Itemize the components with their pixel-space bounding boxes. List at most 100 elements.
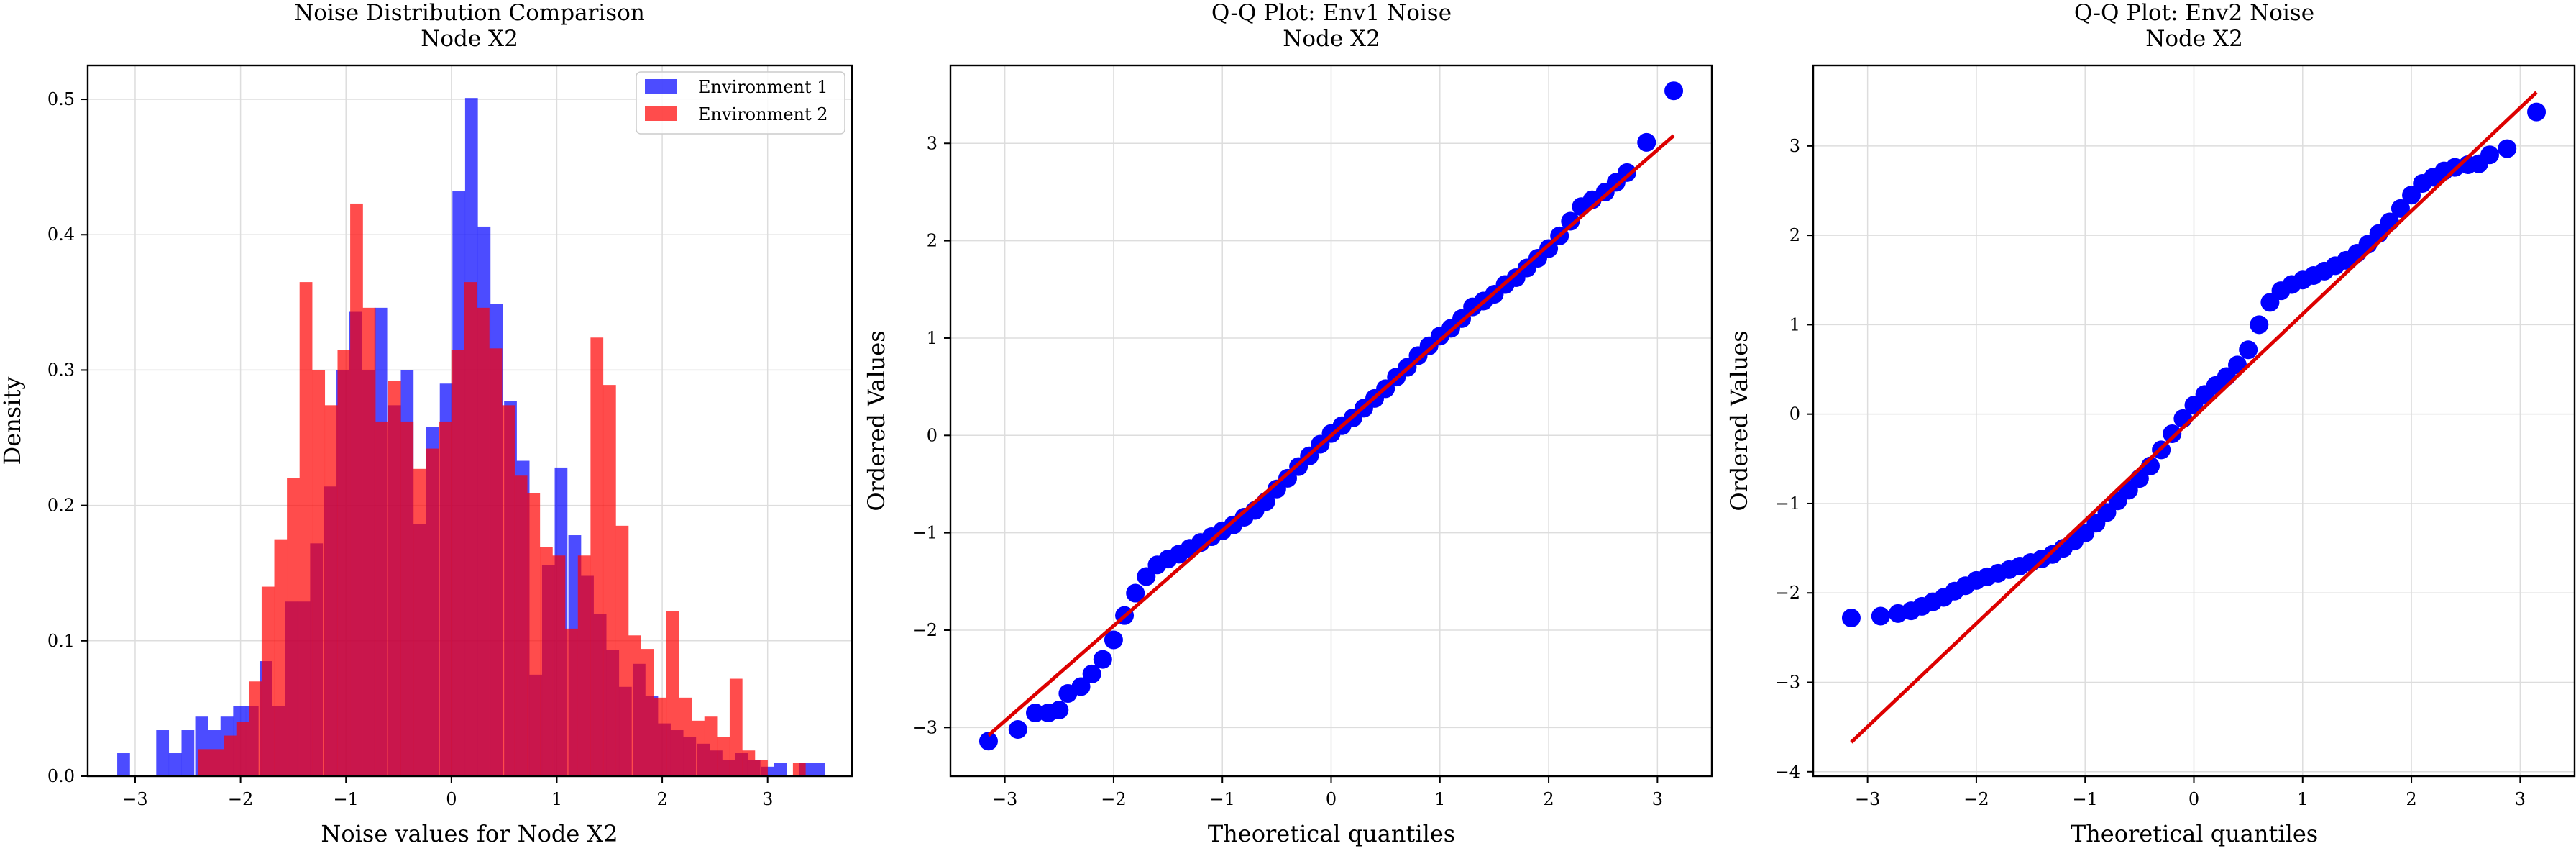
histogram-ticks: −3 −2 −1 0 1 2 3 0.0 0.1 0.2 0.3 0.4 0.5 [47, 89, 774, 809]
qq-point [2498, 139, 2517, 158]
histogram-bar-env2 [464, 282, 477, 777]
qq-env1-ticks: −3 −2 −1 0 1 2 3 −3 −2 −1 0 1 2 3 [912, 133, 1663, 809]
legend-label-env1: Environment 1 [698, 77, 828, 97]
y-tick-label: 2 [927, 231, 938, 251]
histogram-bar-env2 [565, 628, 578, 776]
histogram-bar-env2 [654, 697, 667, 776]
histogram-xlabel: Noise values for Node X2 [321, 820, 618, 847]
histogram-bar-env2 [514, 475, 528, 776]
histogram-bar-env2 [312, 370, 326, 776]
x-tick-label: −1 [334, 789, 359, 809]
qq-point [2527, 102, 2547, 122]
histogram-bar-env2 [679, 697, 692, 776]
x-tick-label: 2 [2406, 789, 2416, 809]
x-tick-label: −3 [122, 789, 147, 809]
histogram-bar-env2 [362, 307, 376, 776]
qq-point [1841, 609, 1861, 628]
histogram-bar-env2 [692, 720, 705, 776]
qq-point [1561, 211, 1580, 231]
histogram-bar-env1 [181, 730, 195, 776]
histogram-bar-env2 [287, 478, 300, 776]
histogram-bar-env2 [792, 763, 806, 776]
legend-swatch-env1 [645, 79, 677, 94]
histogram-bar-env2 [540, 547, 553, 776]
qq-point [1093, 650, 1112, 669]
qq-point [2391, 199, 2410, 218]
x-tick-label: 3 [1652, 789, 1663, 809]
histogram-bar-env2 [274, 539, 288, 776]
histogram-legend: Environment 1 Environment 2 [636, 71, 845, 135]
x-tick-label: 1 [2297, 789, 2308, 809]
histogram-bar-env2 [577, 555, 591, 776]
histogram-title: Noise Distribution Comparison [294, 0, 645, 26]
histogram-bar-env2 [388, 381, 401, 776]
histogram-bar-env2 [477, 307, 490, 776]
qq-env2-marks [1841, 91, 2547, 744]
histogram-bar-env2 [704, 716, 718, 776]
qq-point [2163, 424, 2182, 444]
qq-env2-subtitle: Node X2 [2145, 26, 2243, 52]
histogram-bar-env2 [350, 203, 363, 776]
histogram-bar-env2 [324, 405, 338, 776]
x-tick-label: −1 [1210, 789, 1235, 809]
y-tick-label: 3 [927, 133, 938, 153]
histogram-ylabel: Density [0, 377, 26, 465]
qq-point [1871, 606, 1890, 626]
qq-env2-ylabel: Ordered Values [1725, 330, 1753, 511]
x-tick-label: 1 [1434, 789, 1445, 809]
legend-box [636, 71, 845, 135]
y-tick-label: 0 [927, 425, 938, 445]
qq-point [1539, 239, 1559, 258]
histogram-bar-env1 [812, 763, 825, 776]
histogram-bar-env2 [729, 678, 743, 776]
histogram-bar-env2 [742, 750, 756, 776]
histogram-bar-env2 [261, 586, 275, 776]
qq-env1-grid [950, 65, 1712, 776]
x-tick-label: 2 [656, 789, 667, 809]
qq-point [1617, 163, 1636, 182]
y-tick-label: 1 [927, 328, 938, 348]
qq-env2-panel: Q-Q Plot: Env2 Noise Node X2 −3 −2 −1 0 1 2 3−… [1725, 0, 2576, 847]
qq-point [2250, 315, 2269, 335]
histogram-bar-env1 [774, 763, 787, 776]
qq-point [2239, 340, 2258, 360]
y-tick-label: 0.2 [47, 496, 75, 516]
y-tick-label: −2 [912, 620, 938, 640]
histogram-bar-env2 [666, 611, 679, 776]
qq-env1-panel: Q-Q Plot: Env1 Noise Node X2 −3 −2 −1 0 1 2 3 −… [863, 0, 1713, 847]
histogram-bars [117, 98, 825, 777]
y-tick-label: 2 [1789, 225, 1800, 245]
x-tick-label: −2 [228, 789, 253, 809]
histogram-bar-env2 [552, 555, 566, 776]
x-tick-label: 1 [551, 789, 562, 809]
x-tick-label: 2 [1543, 789, 1554, 809]
histogram-bar-env2 [249, 681, 262, 776]
y-tick-label: −1 [1775, 493, 1800, 514]
y-tick-label: 0.4 [47, 224, 75, 245]
histogram-subtitle: Node X2 [421, 26, 518, 52]
histogram-bar-env2 [439, 421, 452, 776]
histogram-bar-env2 [602, 385, 616, 776]
histogram-bar-env2 [489, 348, 503, 776]
qq-point [1278, 468, 1297, 488]
histogram-bar-env2 [337, 350, 351, 776]
qq-env2-ticks: −3 −2 −1 0 1 2 3 −4 −3 −2 −1 0 1 2 3 [1775, 136, 2526, 809]
histogram-bar-env2 [717, 737, 730, 776]
histogram-bar-env1 [156, 730, 170, 776]
y-tick-label: −3 [1775, 673, 1800, 693]
qq-env2-title: Q-Q Plot: Env2 Noise [2074, 0, 2314, 26]
y-tick-label: 0 [1789, 404, 1800, 424]
y-tick-label: 0.1 [47, 631, 75, 651]
histogram-bar-env2 [527, 493, 541, 776]
y-tick-label: −3 [912, 717, 938, 737]
qq-env1-title: Q-Q Plot: Env1 Noise [1211, 0, 1452, 26]
qq-env2-xlabel: Theoretical quantiles [2071, 820, 2318, 847]
x-tick-label: −1 [2073, 789, 2098, 809]
histogram-bar-env2 [451, 350, 464, 776]
qq-point [1104, 630, 1123, 650]
qq-env1-subtitle: Node X2 [1283, 26, 1380, 52]
y-tick-label: 1 [1789, 314, 1800, 335]
x-tick-label: −3 [992, 789, 1017, 809]
histogram-bar-env2 [211, 749, 224, 776]
qq-point [1664, 81, 1684, 101]
